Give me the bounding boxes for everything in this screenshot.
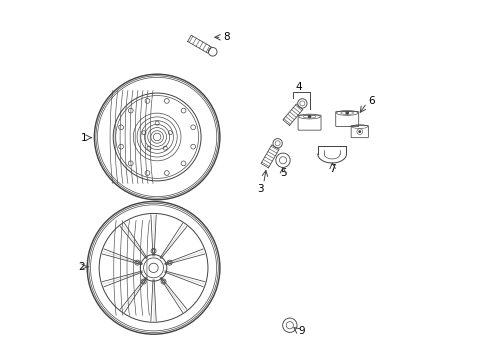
- Text: 4: 4: [295, 82, 302, 93]
- Text: 5: 5: [280, 168, 286, 178]
- Circle shape: [358, 130, 361, 133]
- Text: 7: 7: [330, 164, 336, 174]
- Text: 9: 9: [299, 326, 305, 336]
- Text: 3: 3: [257, 184, 264, 194]
- Text: 1: 1: [81, 133, 88, 143]
- Text: 2: 2: [78, 262, 84, 272]
- Text: 6: 6: [368, 96, 375, 106]
- Circle shape: [345, 111, 349, 115]
- Text: 8: 8: [223, 32, 230, 41]
- Circle shape: [308, 115, 311, 118]
